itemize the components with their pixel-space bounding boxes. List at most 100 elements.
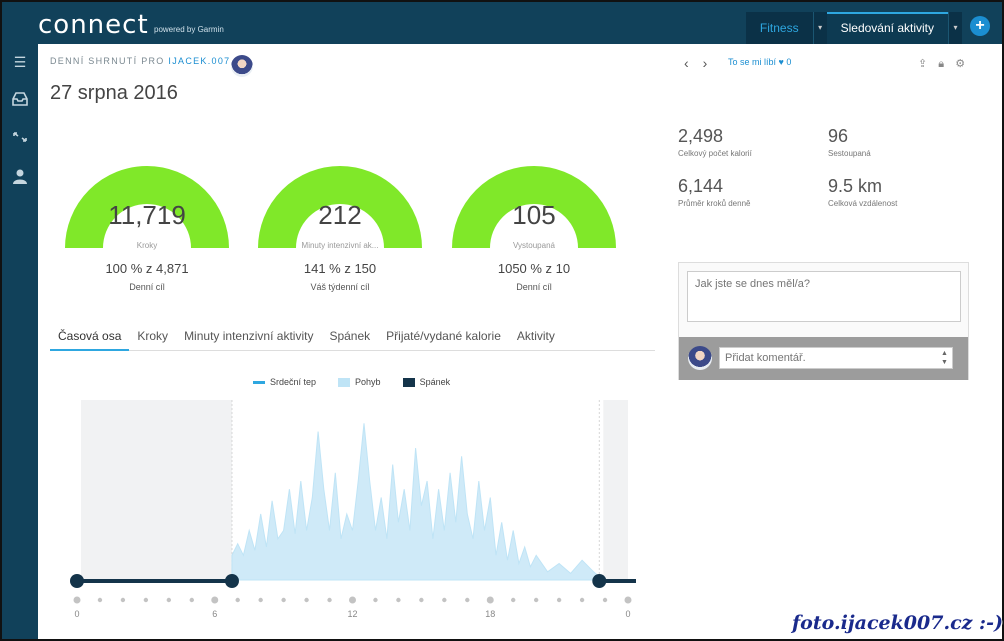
stat-value: 9.5 km [828, 176, 883, 196]
date-nav: ‹ › [684, 55, 717, 71]
page-title: 27 srpna 2016 [50, 82, 178, 104]
hour-dot [258, 597, 263, 603]
add-button[interactable]: + [970, 16, 990, 36]
hour-dot [97, 597, 103, 603]
gauge-value: 11,719 [108, 200, 186, 230]
hour-dot [327, 597, 332, 603]
gauge-goal: Váš týdenní cíl [310, 282, 370, 292]
comment-input[interactable] [719, 347, 953, 369]
stat-label: Sestoupaná [828, 149, 871, 158]
gauge-percent: 100 % z 4,871 [105, 261, 189, 276]
sleep-shade [603, 400, 628, 580]
menu-icon[interactable]: ☰ [13, 54, 27, 70]
hour-dot [624, 596, 632, 604]
stat-value: 96 [828, 126, 849, 146]
timeline-chart: 0 6 12 18 0 [70, 400, 636, 619]
tab-fitness[interactable]: Fitness [745, 12, 813, 44]
gauge-steps[interactable]: 11,719 Kroky 100 % z 4,871 Denní cíl [62, 140, 232, 292]
fitness-dropdown-icon[interactable]: ▾ [812, 12, 827, 44]
legend-label: Srdeční tep [270, 377, 317, 387]
stat-label: Celková vzdálenost [828, 199, 898, 208]
hour-dot [511, 597, 516, 603]
stat-label: Celkový počet kalorií [678, 149, 752, 158]
tab-intensity-minutes[interactable]: Minuty intenzivní aktivity [184, 329, 314, 343]
top-nav: Fitness ▾ Sledování aktivity ▾ [745, 12, 962, 44]
expand-icon[interactable] [12, 130, 28, 146]
watermark: foto.ijacek007.cz :-) [792, 612, 1003, 634]
x-tick-label: 0 [625, 609, 630, 619]
sleep-start-icon [70, 574, 84, 588]
sleep-start-icon [592, 574, 607, 588]
chart-legend: Srdeční tep Pohyb Spánek [253, 377, 472, 387]
hour-dot [120, 597, 126, 603]
gauge-floors[interactable]: 105 Vystoupaná 1050 % z 10 Denní cíl [449, 140, 619, 292]
comment-spinner-icon[interactable]: ▲ ▼ [941, 350, 948, 366]
inbox-icon[interactable] [12, 92, 28, 108]
lock-icon[interactable]: 🔒︎ [938, 58, 945, 70]
gauge-label: Kroky [136, 241, 158, 250]
gauge-percent: 141 % z 150 [303, 261, 377, 276]
hour-dot [211, 596, 219, 604]
tab-timeline[interactable]: Časová osa [50, 320, 130, 351]
like-link[interactable]: To se mi líbí [728, 57, 777, 67]
comment-avatar [688, 346, 712, 370]
hour-dot [442, 597, 447, 603]
avatar[interactable] [231, 55, 253, 77]
breadcrumb-prefix: DENNÍ SHRNUTÍ PRO [50, 56, 165, 66]
legend-item[interactable]: Pohyb [338, 377, 381, 387]
heart-icon[interactable]: ♥ [778, 57, 784, 67]
legend-swatch [253, 380, 265, 384]
hour-dot [281, 597, 286, 603]
x-tick-label: 6 [212, 609, 217, 619]
sidebar: ☰ [2, 44, 38, 639]
legend-item[interactable]: Srdeční tep [253, 377, 316, 387]
legend-swatch [402, 377, 415, 387]
like-section: To se mi líbí ♥ 0 [728, 57, 791, 67]
breadcrumb: DENNÍ SHRNUTÍ PRO IJACEK.007 [50, 56, 230, 66]
alarm-icon [224, 574, 239, 588]
movement-area [231, 423, 600, 581]
user-icon[interactable] [12, 168, 28, 184]
gear-icon[interactable]: ⚙ [955, 58, 966, 70]
x-tick-label: 12 [347, 609, 357, 619]
hour-dot [166, 597, 172, 603]
stat-avg-steps: 6,144 Průměr kroků denně [678, 176, 818, 208]
hour-dot [304, 597, 309, 603]
tab-activity-tracking[interactable]: Sledování aktivity [826, 12, 948, 44]
tab-steps[interactable]: Kroky [137, 329, 169, 343]
tab-calories[interactable]: Přijaté/vydané kalorie [386, 329, 501, 343]
next-day-icon[interactable]: › [702, 55, 708, 71]
breadcrumb-user-link[interactable]: IJACEK.007 [168, 56, 231, 66]
tab-activities[interactable]: Aktivity [516, 329, 555, 343]
legend-item[interactable]: Spánek [402, 377, 451, 387]
connect-logo[interactable]: connect [38, 10, 149, 40]
share-icon[interactable]: ⇪ [918, 58, 928, 70]
hour-dot [349, 596, 356, 604]
legend-label: Pohyb [355, 377, 381, 387]
detail-tabs: Časová osa Kroky Minuty intenzivní aktiv… [50, 320, 655, 351]
activity-dropdown-icon[interactable]: ▾ [948, 12, 962, 44]
sleep-shade [81, 400, 232, 580]
gauge-arc [65, 166, 229, 249]
day-note-field[interactable] [687, 271, 961, 322]
gauge-value: 105 [512, 200, 556, 230]
hour-dot [533, 597, 539, 603]
gauge-value: 212 [318, 200, 362, 230]
gauge-intensity-minutes[interactable]: 212 Minuty intenzivní ak... 141 % z 150 … [255, 140, 425, 292]
hour-dot [419, 597, 424, 603]
legend-label: Spánek [419, 377, 451, 387]
stat-label: Průměr kroků denně [678, 199, 751, 208]
tab-sleep[interactable]: Spánek [329, 329, 371, 343]
gauge-goal: Denní cíl [129, 282, 165, 292]
gauge-arc [452, 166, 616, 249]
prev-day-icon[interactable]: ‹ [684, 55, 689, 71]
hour-dot [579, 597, 585, 603]
hour-dot [373, 597, 378, 603]
stat-total-distance: 9.5 km Celková vzdálenost [828, 176, 968, 208]
gauge-arc [258, 166, 422, 249]
hour-dot [235, 597, 240, 603]
hour-dot [189, 597, 194, 603]
gauge-label: Minuty intenzivní ak... [301, 241, 379, 250]
comment-panel: ▲▼ [678, 262, 969, 380]
